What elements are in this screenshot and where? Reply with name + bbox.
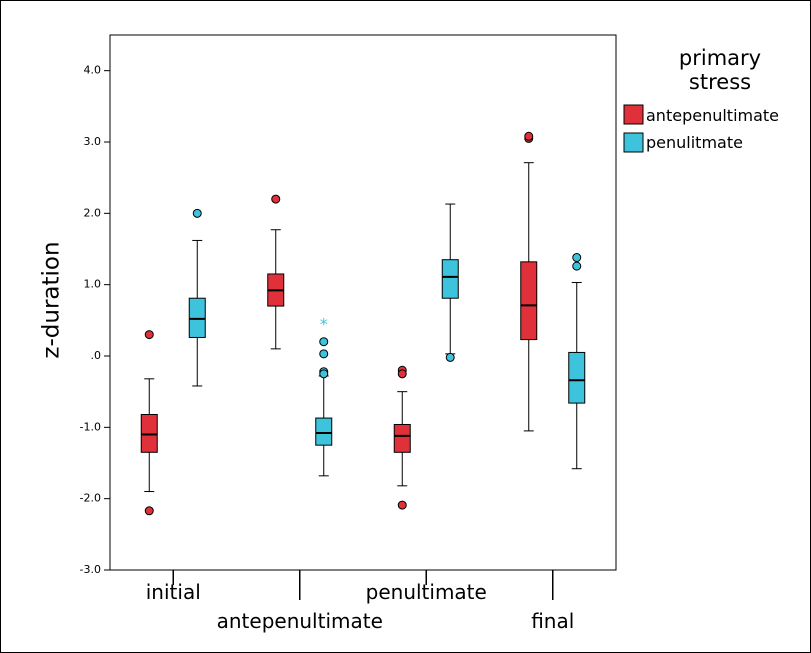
x-category-label: penultimate <box>366 580 487 604</box>
outlier-point <box>445 352 455 362</box>
outlier-point <box>319 337 329 347</box>
outlier-point <box>524 131 534 141</box>
outlier-point <box>144 330 154 340</box>
legend-title-line-1: primary <box>679 46 761 70</box>
box-penulitmate-initial <box>188 208 206 387</box>
x-axis: initial antepenultimate penultimate final <box>146 570 574 633</box>
box-antepenultimate-final <box>520 131 538 432</box>
y-axis-title: z-duration <box>39 241 65 358</box>
y-axis: -3.0 -2.0 -1.0 .0 1.0 2.0 3.0 4.0 <box>80 64 110 576</box>
outlier-point <box>397 369 407 379</box>
x-category-label: initial <box>146 580 201 604</box>
legend-title-line-2: stress <box>689 70 751 94</box>
outlier-point <box>572 253 582 263</box>
box-iqr <box>568 351 586 404</box>
outlier-point <box>319 349 329 359</box>
box-antepenultimate-initial <box>140 330 158 516</box>
box-iqr <box>393 423 411 453</box>
legend: primary stress antepenultimate penulitma… <box>623 46 779 153</box>
y-tick-label: 4.0 <box>84 64 102 77</box>
outlier-point <box>271 194 281 204</box>
x-category-label: antepenultimate <box>217 609 383 633</box>
x-category-label: final <box>531 609 574 633</box>
outlier-point <box>397 500 407 510</box>
box-antepenultimate-antepenultimate <box>267 194 285 350</box>
box-iqr <box>140 413 158 453</box>
box-penulitmate-penultimate <box>441 203 459 362</box>
legend-label-penulitmate: penulitmate <box>646 133 743 152</box>
outlier-point <box>319 369 329 379</box>
box-iqr <box>441 259 459 299</box>
outlier-point <box>572 261 582 271</box>
plot-area <box>109 34 617 571</box>
y-tick-label: -2.0 <box>80 492 101 505</box>
y-tick-label: 2.0 <box>84 206 102 219</box>
box-penulitmate-final <box>568 253 586 470</box>
y-tick-label: 1.0 <box>84 278 102 291</box>
y-tick-label: 3.0 <box>84 135 102 148</box>
outlier-point <box>192 208 202 218</box>
box-antepenultimate-penultimate <box>393 365 411 510</box>
outlier-point <box>144 506 154 516</box>
box-iqr <box>188 297 206 338</box>
y-tick-label: -1.0 <box>80 420 101 433</box>
legend-swatch-antepenultimate <box>623 104 644 125</box>
extreme-point: * <box>320 314 328 333</box>
box-penulitmate-antepenultimate: * <box>315 314 333 477</box>
box-iqr <box>315 417 333 446</box>
y-tick-label: -3.0 <box>80 563 101 576</box>
legend-swatch-penulitmate <box>623 132 644 153</box>
legend-label-antepenultimate: antepenultimate <box>646 106 779 125</box>
y-tick-label: .0 <box>91 349 102 362</box>
box-series: * <box>140 131 586 516</box>
box-iqr <box>520 261 538 341</box>
